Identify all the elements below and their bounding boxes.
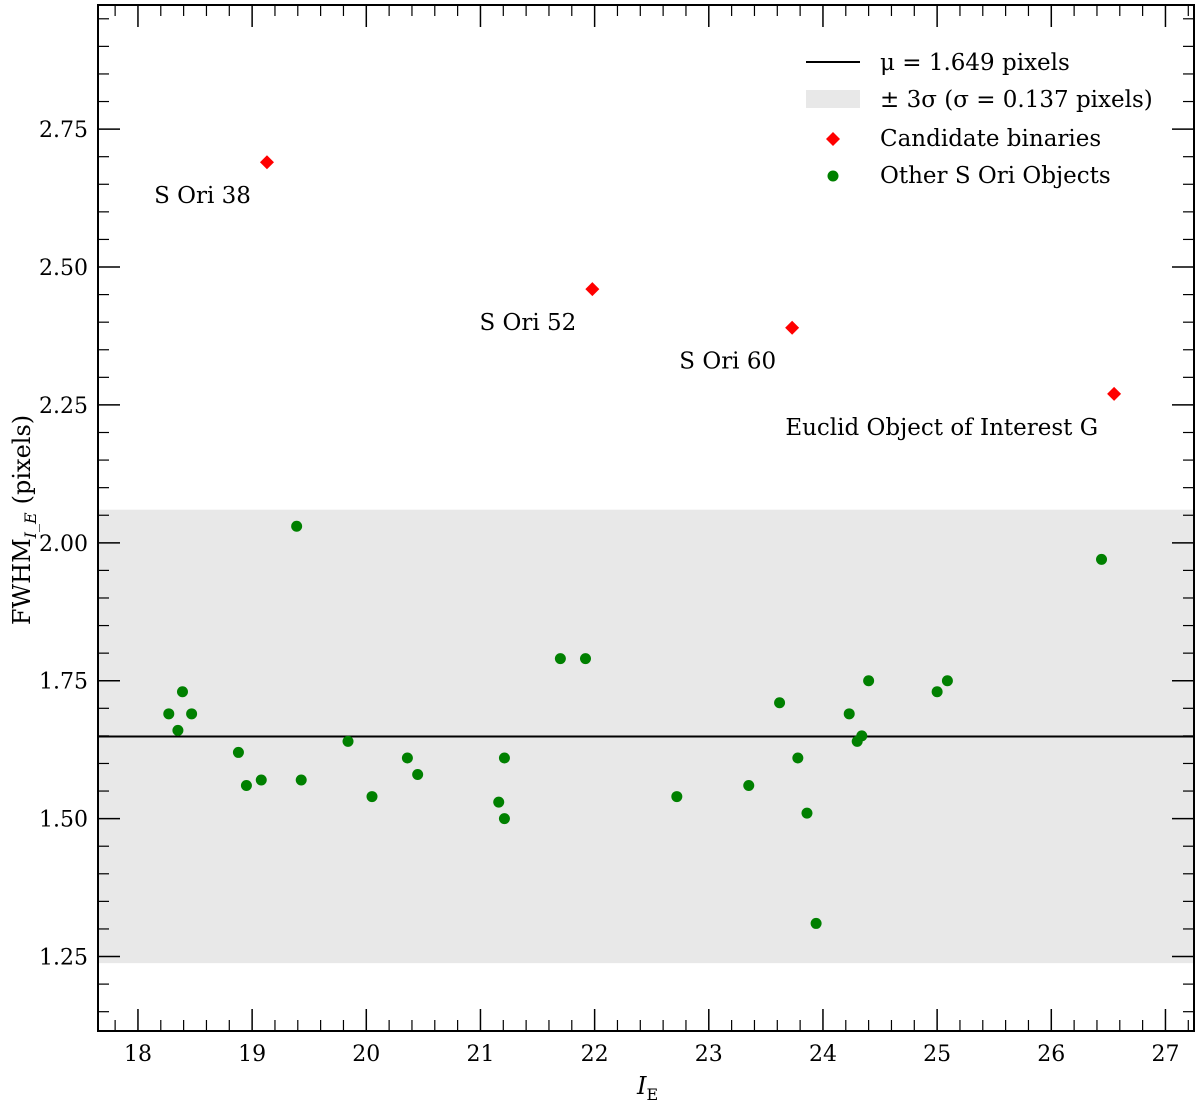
x-tick-label: 19 [238, 1042, 266, 1067]
candidate-binary-point [259, 155, 274, 170]
point-annotations: S Ori 38 S Ori 52 S Ori 60 Euclid Object of… [154, 183, 1098, 441]
other-object-point [366, 791, 378, 803]
x-tick-label: 27 [1151, 1042, 1179, 1067]
other-object-point [342, 735, 354, 747]
point-annotation-label: S Ori 38 [154, 183, 251, 209]
other-object-point [810, 917, 822, 929]
y-axis-label-suffix: (pixels) [8, 415, 36, 505]
x-tick-label: 26 [1037, 1042, 1065, 1067]
other-object-point [176, 686, 188, 698]
other-object-point [931, 686, 943, 698]
other-object-point [163, 708, 175, 720]
plot-frame [97, 4, 1195, 1032]
other-object-point [863, 675, 875, 687]
other-object-point [856, 730, 868, 742]
other-object-point [843, 708, 855, 720]
x-tick-label: 21 [466, 1042, 494, 1067]
x-tick-label: 18 [124, 1042, 152, 1067]
other-object-point [801, 807, 813, 819]
y-axis-label-main: FWHM [8, 538, 36, 625]
other-object-point [255, 774, 267, 786]
y-axis-label-subscript: I_E [21, 512, 40, 539]
y-tick-label: 1.25 [39, 946, 88, 971]
other-object-point [291, 520, 303, 532]
x-tick-label: 22 [581, 1042, 609, 1067]
y-axis-label: FWHMI_E (pixels) [8, 415, 40, 625]
x-tick-label: 20 [352, 1042, 380, 1067]
other-object-point [941, 675, 953, 687]
legend-mean-label: μ = 1.649 pixels [880, 50, 1070, 76]
other-object-point [671, 791, 683, 803]
x-axis-label-subscript: E [646, 1085, 658, 1103]
other-object-point [498, 752, 510, 764]
point-annotation-label: S Ori 60 [679, 349, 776, 375]
other-object-point [232, 746, 244, 758]
other-object-point [186, 708, 198, 720]
y-tick-label: 2.75 [39, 118, 88, 143]
y-tick-label: 2.00 [39, 532, 88, 557]
point-annotation-label: Euclid Object of Interest G [785, 415, 1098, 441]
other-object-point [774, 697, 786, 709]
candidate-binary-point [785, 320, 800, 335]
legend-candidate-label: Candidate binaries [880, 126, 1101, 152]
candidate-binary-point [585, 282, 600, 297]
other-object-point [172, 724, 184, 736]
plot-area [98, 155, 1194, 964]
other-object-point [401, 752, 413, 764]
legend-other-marker [827, 170, 839, 182]
candidate-binary-point [1107, 386, 1122, 401]
x-axis-label: IE [636, 1072, 658, 1103]
x-axis-label-main: I [636, 1072, 647, 1100]
other-object-point [240, 780, 252, 792]
legend: μ = 1.649 pixels ± 3σ (σ = 0.137 pixels)… [806, 50, 1153, 189]
y-tick-label: 1.75 [39, 670, 88, 695]
x-tick-label: 23 [695, 1042, 723, 1067]
y-tick-label: 2.50 [39, 256, 88, 281]
legend-band-label: ± 3σ (σ = 0.137 pixels) [880, 87, 1153, 113]
other-object-point [295, 774, 307, 786]
legend-band-swatch [806, 90, 860, 108]
other-object-point [498, 813, 510, 825]
y-tick-label: 2.25 [39, 394, 88, 419]
legend-other-label: Other S Ori Objects [880, 163, 1111, 189]
other-object-point [412, 769, 424, 780]
y-tick-label: 1.50 [39, 808, 88, 833]
point-annotation-label: S Ori 52 [479, 310, 576, 336]
x-tick-label: 24 [809, 1042, 837, 1067]
other-object-point [792, 752, 804, 764]
axis-ticks: 18 19 20 21 22 23 24 25 26 27 1.25 1.50 1.75 2.00 2.25… [39, 5, 1194, 1067]
legend-candidate-marker [826, 132, 840, 146]
other-object-point [554, 653, 566, 665]
x-tick-label: 25 [923, 1042, 951, 1067]
other-object-point [1096, 553, 1108, 565]
other-object-point [743, 780, 755, 792]
other-object-point [493, 796, 505, 808]
other-object-point [579, 653, 591, 665]
